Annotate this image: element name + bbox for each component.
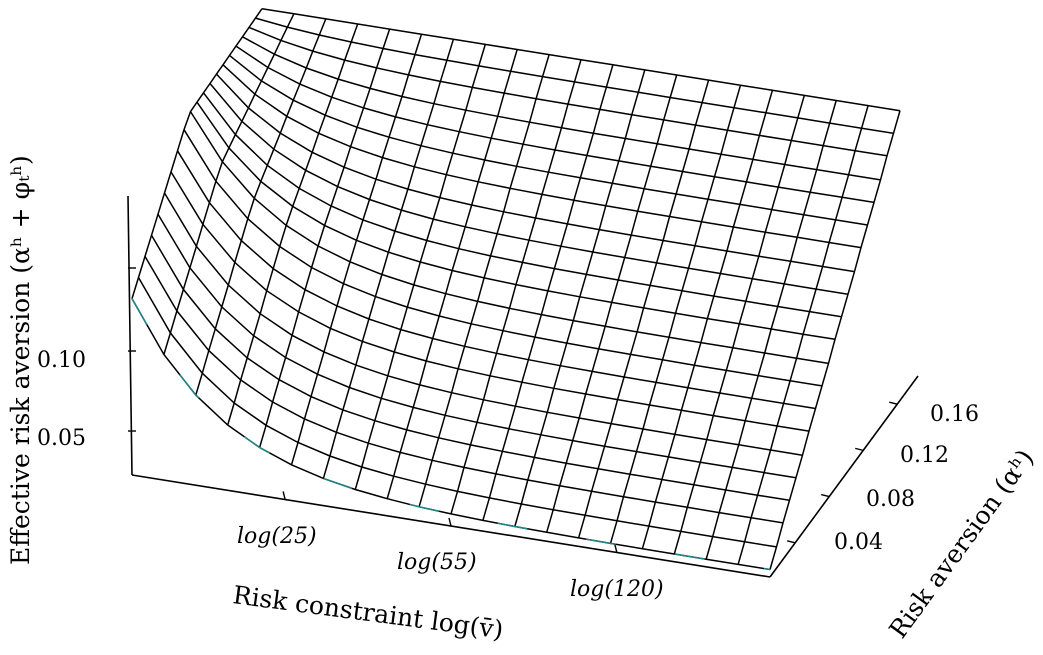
mesh-line-vbar	[609, 84, 742, 544]
x-axis-title: Risk constraint log(v̄)	[231, 580, 505, 644]
axes	[127, 195, 919, 578]
mesh-line-vbar	[354, 44, 487, 490]
mesh-line-vbar	[163, 13, 295, 355]
surface-mesh	[131, 7, 901, 571]
y-tick-label: 0.08	[866, 487, 915, 512]
mesh-line-vbar	[226, 23, 359, 426]
y-axis-title: Risk aversion (αʰ)	[883, 444, 1039, 644]
mesh-line-vbar	[258, 28, 391, 448]
mesh-line-vbar	[577, 79, 710, 539]
mesh-line-alpha	[229, 54, 868, 226]
x-tick-mark	[282, 491, 286, 500]
mesh-line-alpha	[209, 83, 849, 295]
mesh-line-vbar	[386, 49, 518, 499]
mesh-line-vbar	[673, 95, 806, 555]
y-tick-label: 0.16	[930, 402, 979, 427]
z-tick-label: 0.10	[37, 348, 86, 373]
mesh-line-vbar	[290, 33, 423, 466]
z-tick-label: 0.05	[37, 426, 86, 451]
mesh-line-vbar	[769, 110, 901, 570]
x-tick-label: log(120)	[570, 577, 664, 602]
mesh-line-alpha	[189, 111, 829, 365]
z-axis-line	[127, 195, 133, 476]
axis-labels: log(25) log(55) log(120) 0.04 0.08 0.12 …	[6, 155, 1039, 644]
y-tick-label: 0.04	[834, 530, 883, 555]
mesh-line-alpha	[196, 101, 836, 341]
x-tick-label: log(25)	[237, 524, 317, 549]
y-tick-mark	[786, 540, 796, 544]
z-axis-title: Effective risk aversion (αʰ + φₜʰ)	[6, 155, 35, 565]
x-tick-mark	[448, 517, 452, 527]
mesh-line-alpha	[163, 192, 803, 456]
mesh-line-alpha	[248, 26, 888, 157]
axis-ticks	[128, 267, 898, 553]
mesh-line-vbar	[322, 39, 455, 479]
mesh-line-vbar	[514, 69, 646, 527]
y-tick-mark	[855, 447, 864, 452]
mesh-line-vbar	[545, 74, 678, 533]
mesh-line-vbar	[195, 18, 327, 396]
y-tick-mark	[889, 401, 898, 405]
mesh-line-vbar	[450, 59, 582, 515]
mesh-line-vbar	[418, 54, 550, 508]
mesh-line-vbar	[737, 105, 869, 565]
y-tick-mark	[821, 493, 830, 498]
mesh-line-vbar	[641, 90, 774, 549]
y-axis-line	[769, 375, 919, 578]
mesh-line-vbar	[705, 100, 837, 560]
mesh-line-vbar	[482, 64, 614, 521]
y-tick-label: 0.12	[900, 443, 949, 468]
mesh-line-vbar	[131, 8, 263, 299]
x-tick-label: log(55)	[397, 550, 477, 575]
x-tick-mark	[614, 544, 618, 553]
mesh-line-alpha	[235, 45, 875, 204]
